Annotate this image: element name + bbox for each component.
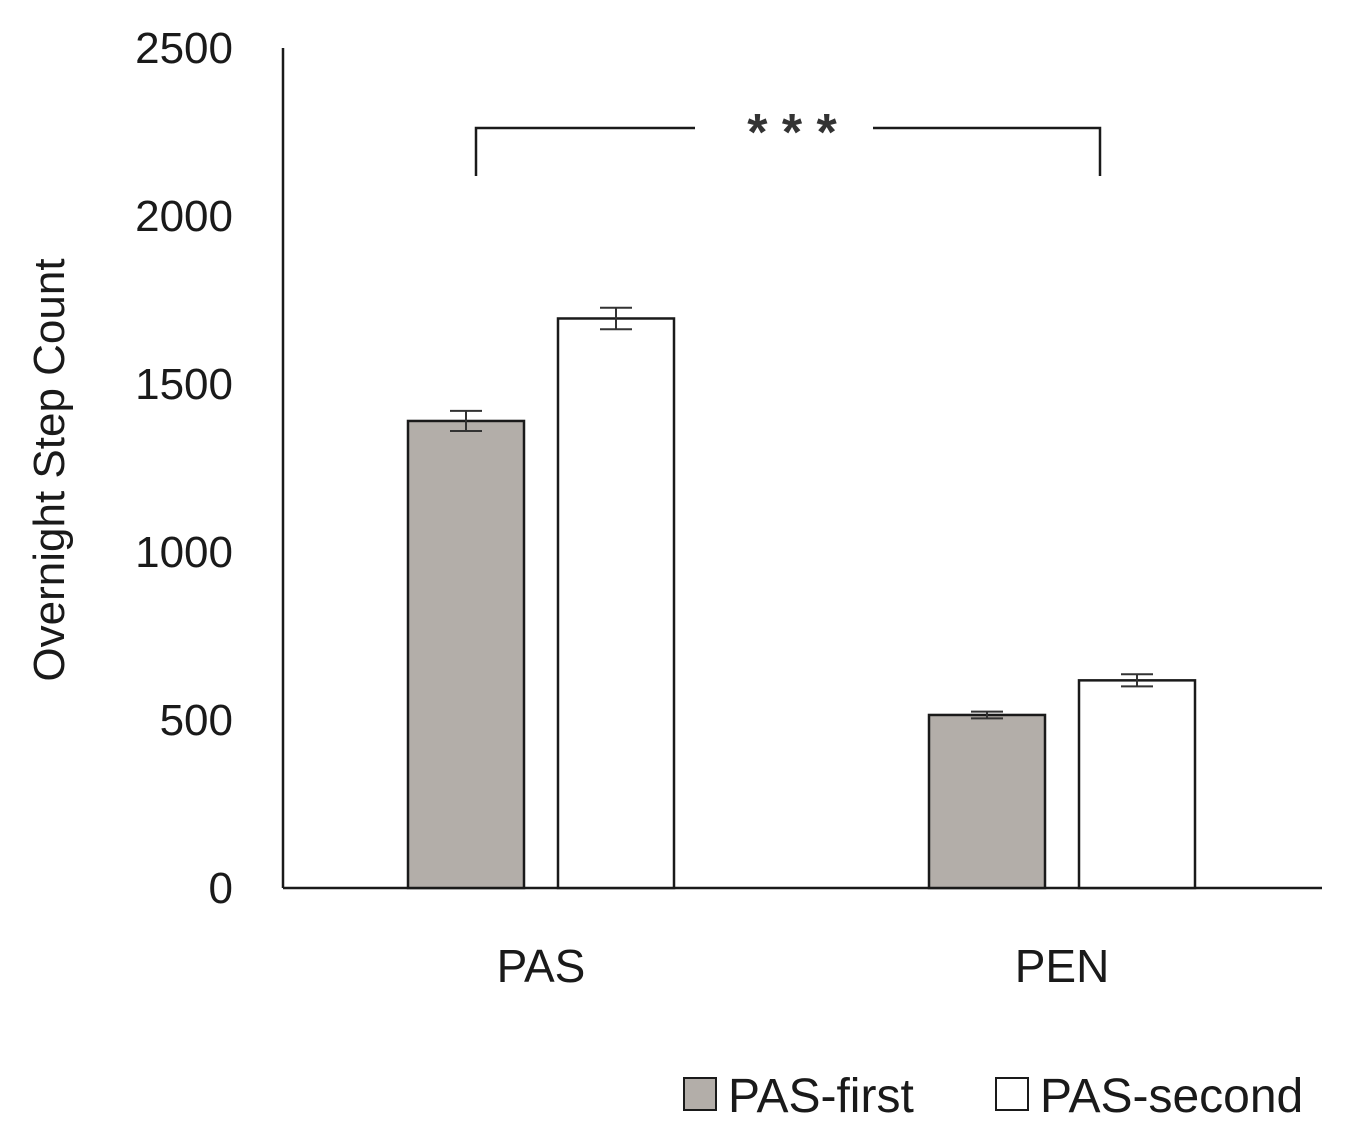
bar-pas-first-pas: [406, 419, 526, 890]
bracket-left: [474, 126, 695, 176]
x-category-label: PEN: [1015, 940, 1110, 992]
significance-stars: * * *: [747, 104, 837, 162]
legend: PAS-first PAS-second: [683, 1070, 1303, 1123]
bars: [406, 317, 1197, 890]
bar-pas-second-pen: [1077, 679, 1197, 890]
y-axis: 0 500 1000 1500 2000 2500: [135, 24, 285, 913]
category-labels: PAS PEN: [497, 940, 1110, 992]
error-bar-pas-first-pas: [450, 409, 482, 433]
y-axis-title: Overnight Step Count: [25, 258, 74, 681]
significance-bracket: * * *: [474, 104, 1102, 176]
y-tick-labels: 0 500 1000 1500 2000 2500: [135, 24, 233, 913]
x-category-label: PAS: [497, 940, 586, 992]
y-tick-label: 2000: [135, 192, 233, 241]
y-tick-label: 500: [160, 696, 233, 745]
y-tick-label: 1000: [135, 528, 233, 577]
legend-swatch-pas-second: [995, 1077, 1029, 1111]
error-bar-pas-second-pen: [1121, 673, 1153, 688]
legend-label-pas-first: PAS-first: [728, 1070, 914, 1123]
legend-label-pas-second: PAS-second: [1040, 1070, 1303, 1123]
error-bars: [450, 306, 1153, 720]
error-bar-pas-second-pas: [600, 306, 632, 331]
error-bar-pas-first-pen: [971, 710, 1003, 720]
bar-pas-second-pas: [556, 317, 676, 890]
y-tick-label: 0: [209, 864, 233, 913]
legend-swatch-pas-first: [683, 1077, 717, 1111]
bar-pas-first-pen: [927, 713, 1047, 890]
y-tick-label: 2500: [135, 24, 233, 73]
bracket-right: [873, 126, 1102, 176]
y-tick-label: 1500: [135, 360, 233, 409]
